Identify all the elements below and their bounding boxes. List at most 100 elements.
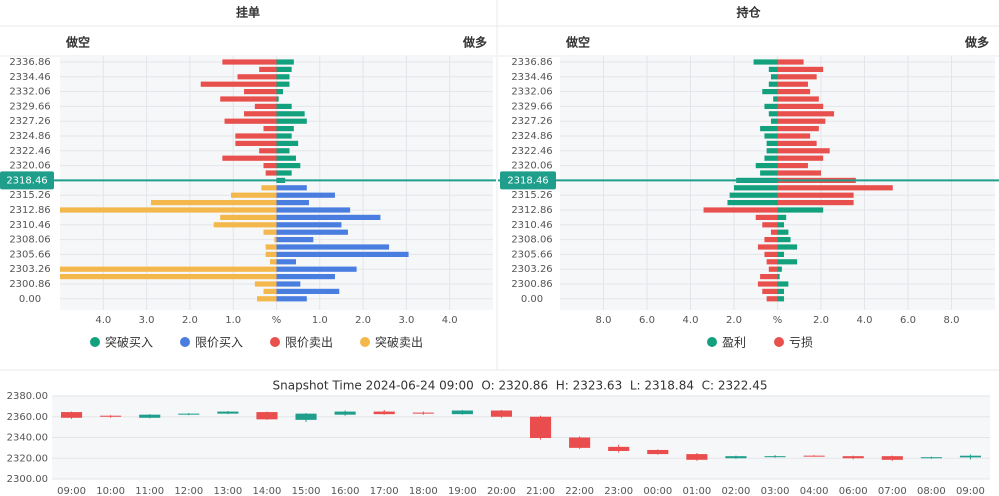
- bar: [777, 288, 785, 294]
- candle-body: [569, 437, 591, 448]
- bar: [777, 281, 789, 287]
- y-tick-label: 2310.46: [511, 220, 552, 231]
- legend-marker[interactable]: [180, 337, 190, 347]
- x-tick-label: 4.0: [442, 315, 458, 326]
- bar: [760, 170, 778, 176]
- x-tick-label: 00:00: [643, 486, 672, 496]
- bar: [777, 207, 824, 213]
- price-badge: [0, 171, 54, 190]
- y-tick-label: 2303.26: [511, 264, 552, 275]
- bar: [729, 192, 778, 198]
- bar: [254, 103, 277, 109]
- y-tick-label: 2308.06: [511, 235, 552, 246]
- bar: [276, 126, 294, 132]
- x-tick-label: 4.0: [857, 315, 873, 326]
- bar: [276, 74, 290, 80]
- legend-marker[interactable]: [360, 337, 370, 347]
- candle-body: [100, 415, 122, 417]
- bar: [764, 251, 778, 257]
- x-tick-label: 06:00: [839, 486, 868, 496]
- bar: [777, 200, 854, 206]
- x-tick-label: 15:00: [292, 486, 321, 496]
- x-tick-label: 1.0: [312, 315, 328, 326]
- y-tick-label: 0.00: [19, 294, 41, 305]
- y-tick-label: 2315.26: [511, 190, 552, 201]
- candle-body: [451, 410, 473, 415]
- bar: [276, 96, 279, 102]
- bar: [777, 296, 785, 302]
- bar: [274, 237, 277, 243]
- x-tick-label: %: [773, 315, 783, 326]
- x-tick-label: 2.0: [813, 315, 829, 326]
- legend-label[interactable]: 突破卖出: [375, 335, 423, 350]
- candle-body: [647, 449, 669, 455]
- y-tick-label: 2312.86: [9, 205, 50, 216]
- bar: [777, 89, 811, 95]
- bar: [755, 163, 778, 169]
- x-tick-label: %: [272, 315, 282, 326]
- candle-body: [256, 412, 278, 420]
- bar: [244, 111, 277, 117]
- bar: [777, 126, 819, 132]
- x-tick-label: 22:00: [565, 486, 594, 496]
- bar: [276, 103, 292, 109]
- bar: [265, 170, 277, 176]
- legend-marker[interactable]: [707, 337, 717, 347]
- bar: [276, 207, 351, 213]
- short-label: 做空: [565, 35, 590, 50]
- bar: [259, 66, 277, 72]
- bar: [276, 266, 357, 272]
- bar: [257, 296, 277, 302]
- bar: [768, 111, 778, 117]
- legend-label[interactable]: 限价买入: [195, 336, 243, 350]
- candle-body: [725, 456, 747, 459]
- x-tick-label: 2.0: [726, 315, 742, 326]
- legend-label[interactable]: 亏损: [789, 336, 813, 350]
- y-tick-label: 2329.66: [9, 101, 50, 112]
- bar: [764, 133, 778, 139]
- x-tick-label: 3.0: [398, 315, 414, 326]
- x-tick-label: 1.0: [225, 315, 241, 326]
- x-tick-label: 01:00: [682, 486, 711, 496]
- price-badge-label: 2318.46: [507, 175, 548, 186]
- bar: [770, 74, 778, 80]
- x-tick-label: 07:00: [878, 486, 907, 496]
- candle-body: [608, 446, 630, 451]
- bar: [60, 274, 277, 280]
- bar: [768, 66, 778, 72]
- legend-label[interactable]: 盈利: [722, 336, 746, 350]
- bar: [276, 259, 296, 265]
- y-tick-label: 2315.26: [9, 190, 50, 201]
- bar: [777, 192, 854, 198]
- legend-label[interactable]: 突破买入: [105, 335, 153, 350]
- x-tick-label: 4.0: [95, 315, 111, 326]
- x-tick-label: 23:00: [604, 486, 633, 496]
- bar: [224, 118, 277, 124]
- bar: [237, 74, 277, 80]
- bar: [777, 266, 782, 272]
- bar: [276, 251, 409, 257]
- bar: [60, 207, 277, 213]
- legend-label[interactable]: 限价卖出: [285, 336, 333, 350]
- bar: [760, 274, 778, 280]
- bar: [276, 133, 292, 139]
- bar: [276, 81, 290, 87]
- candle-body: [959, 455, 982, 458]
- bar: [265, 244, 277, 250]
- legend-marker[interactable]: [90, 337, 100, 347]
- legend-marker[interactable]: [774, 337, 784, 347]
- bar: [762, 222, 778, 228]
- bar: [762, 288, 778, 294]
- x-tick-label: 8.0: [944, 315, 960, 326]
- bar: [764, 155, 778, 161]
- bar: [777, 170, 821, 176]
- bar: [222, 59, 277, 65]
- bar: [760, 126, 778, 132]
- y-tick-label: 2380.00: [7, 391, 48, 402]
- bar: [263, 229, 277, 235]
- bar: [220, 214, 277, 220]
- legend-marker[interactable]: [270, 337, 280, 347]
- bar: [220, 96, 277, 102]
- x-tick-label: 09:00: [956, 486, 985, 496]
